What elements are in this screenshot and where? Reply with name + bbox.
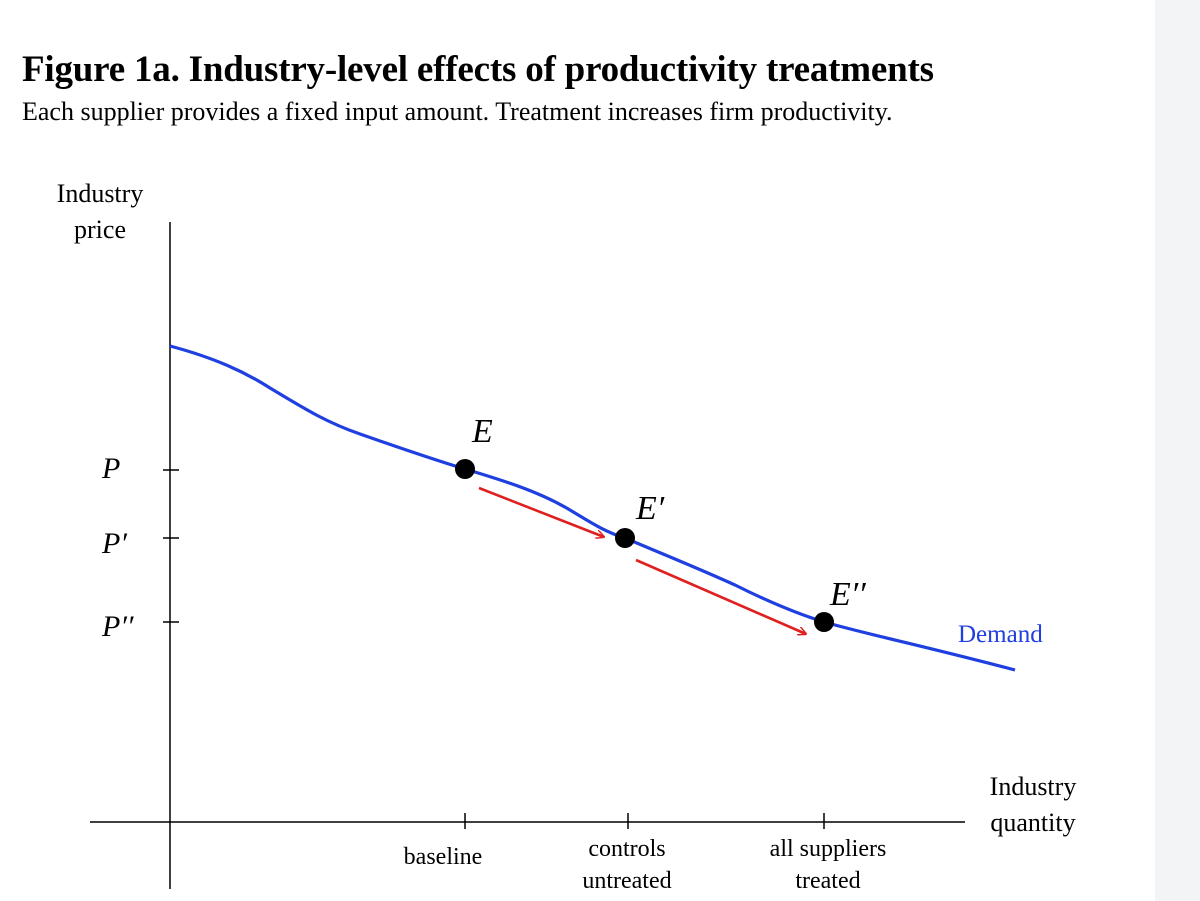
price-label-p: P: [101, 452, 120, 485]
side-panel: [1155, 0, 1200, 901]
point-e-double-prime: [814, 612, 834, 632]
point-e-prime: [615, 528, 635, 548]
arrow-e-to-e-prime: [478, 486, 604, 537]
quantity-label-controls-line2: untreated: [582, 868, 671, 894]
point-label-e-prime: E′: [635, 490, 665, 527]
arrow-e-prime-to-e-double-prime: [635, 558, 806, 634]
diagram: Industry price Industry quantity P P′ P′…: [57, 179, 1077, 894]
figure-title: Figure 1a. Industry-level effects of pro…: [22, 49, 934, 90]
demand-label: Demand: [958, 621, 1043, 648]
price-label-p-prime: P′: [101, 527, 127, 560]
quantity-label-baseline: baseline: [404, 844, 483, 870]
y-axis-label-line1: Industry: [57, 179, 144, 208]
point-e: [455, 459, 475, 479]
x-axis-label-line2: quantity: [990, 808, 1075, 837]
quantity-label-all-line2: treated: [795, 868, 860, 894]
demand-curve: [169, 344, 1016, 672]
figure-subtitle: Each supplier provides a fixed input amo…: [22, 97, 893, 126]
quantity-label-all-line1: all suppliers: [770, 836, 887, 862]
x-axis-label-line1: Industry: [990, 772, 1077, 801]
point-label-e-double-prime: E′′: [829, 576, 866, 613]
y-axis-label-line2: price: [74, 215, 126, 244]
price-label-p-double-prime: P′′: [101, 610, 134, 643]
point-label-e: E: [471, 413, 493, 450]
quantity-label-controls-line1: controls: [588, 836, 665, 862]
